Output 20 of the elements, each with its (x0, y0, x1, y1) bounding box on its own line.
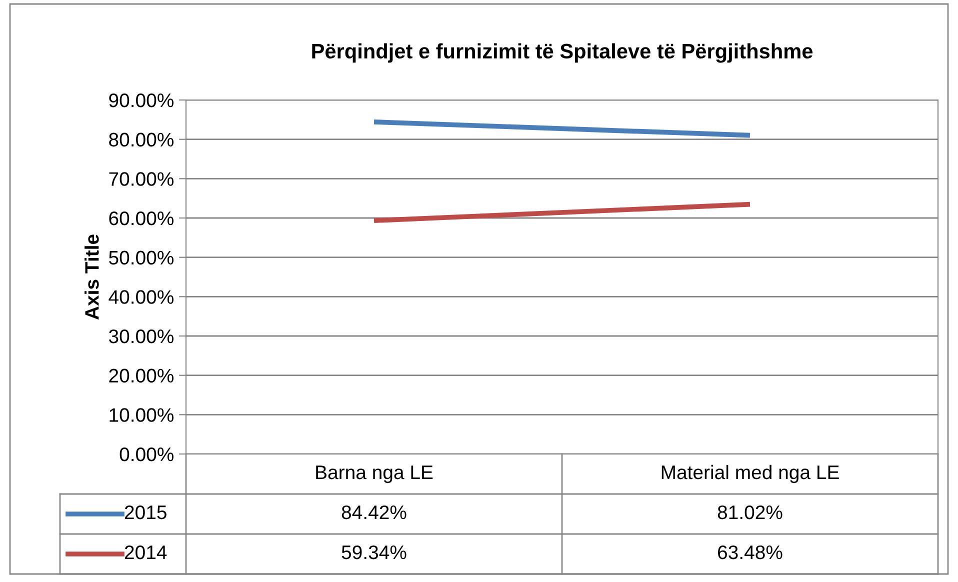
y-tick-label: 70.00% (109, 172, 174, 186)
y-tick-label: 80.00% (109, 132, 174, 147)
data-label: 84.42% (342, 505, 406, 520)
y-tick-label: 40.00% (108, 290, 174, 304)
chart-title: Përqindjet e furnizimit të Spitaleve të Përgjithshme (312, 43, 813, 63)
y-tick-label: 10.00% (110, 408, 174, 422)
y-tick-label: 20.00% (109, 368, 174, 383)
y-tick-label: 50.00% (109, 250, 174, 265)
data-label: 59.34% (342, 545, 406, 560)
y-axis-title: Axis Title (84, 234, 99, 320)
x-tick-label: Material med nga LE (662, 464, 839, 484)
data-label: 63.48% (718, 545, 782, 560)
y-tick-label: 90.00% (109, 93, 174, 108)
legend-label: 2014 (124, 545, 167, 560)
y-tick-label: 60.00% (109, 211, 174, 226)
legend-label: 2015 (124, 505, 166, 520)
data-label: 81.02% (718, 505, 782, 520)
y-tick-label: 30.00% (108, 329, 174, 344)
y-tick-label: 0.00% (120, 447, 174, 462)
x-tick-label: Barna nga LE (316, 466, 433, 484)
